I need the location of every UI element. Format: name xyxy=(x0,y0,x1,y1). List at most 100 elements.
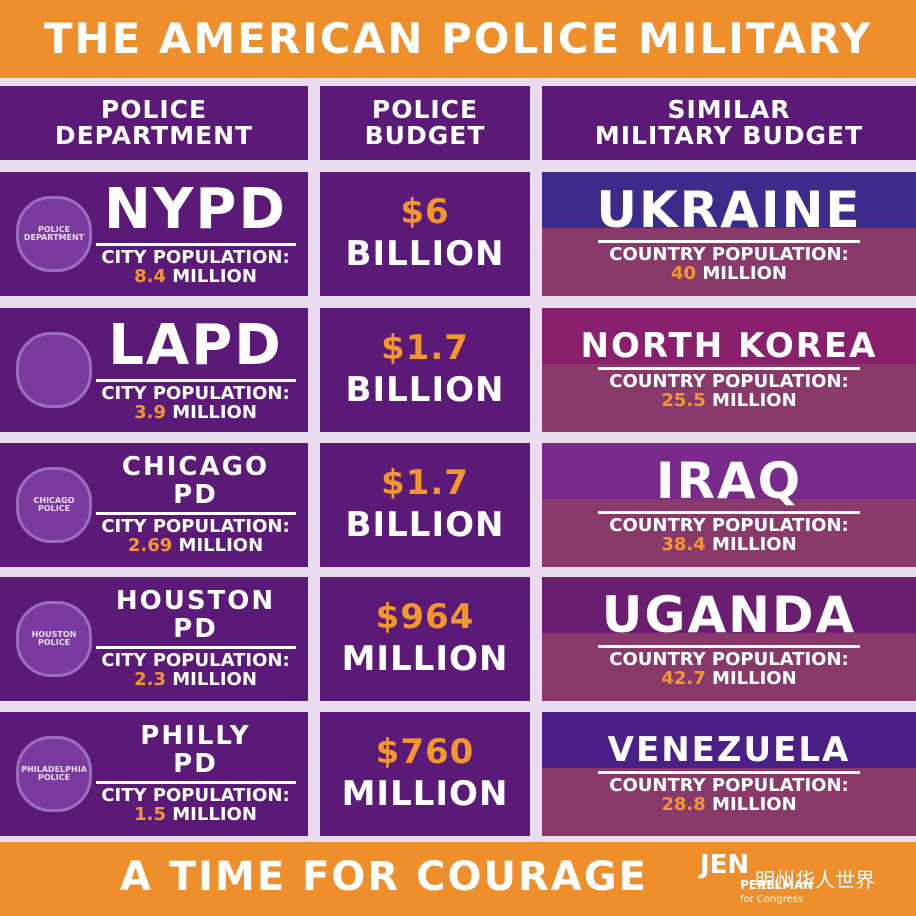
budget-amount: $1.7 xyxy=(381,328,469,369)
department-block: LAPD CITY POPULATION: 3.9 MILLION xyxy=(93,313,298,423)
country-population-value: 25.5 xyxy=(661,390,706,412)
title: THE AMERICAN POLICE MILITARY xyxy=(43,13,873,63)
budget-unit: MILLION xyxy=(341,639,509,679)
header-text: POLICE xyxy=(100,94,208,124)
badge: POLICE DEPARTMENT xyxy=(16,196,92,272)
divider xyxy=(598,239,860,243)
city-population: 2.3 MILLION xyxy=(134,668,257,690)
city-population: 2.69 MILLION xyxy=(128,536,263,556)
country-population: 25.5 MILLION xyxy=(661,390,797,412)
budget-unit: BILLION xyxy=(345,234,505,274)
header-cell: SIMILAR MILITARY BUDGET xyxy=(542,86,916,160)
budget-cell: $1.7 BILLION xyxy=(320,308,530,432)
city-population-unit: MILLION xyxy=(172,265,257,287)
header-cell: POLICE DEPARTMENT xyxy=(0,86,308,160)
budget-amount: $964 xyxy=(375,597,475,638)
department-name: NYPD xyxy=(104,177,287,243)
department-block: CHICAGO PD CITY POPULATION: 2.69 MILLION xyxy=(93,454,298,555)
city-label: CITY POPULATION: xyxy=(101,649,290,671)
budget-amount: $6 xyxy=(400,192,450,233)
city-population: 1.5 MILLION xyxy=(134,803,257,825)
department-name: PHILLY xyxy=(140,721,251,752)
department-name: HOUSTON xyxy=(115,586,276,617)
budget-unit: BILLION xyxy=(345,505,505,545)
country-cell: VENEZUELA COUNTRY POPULATION: 28.8 MILLION xyxy=(542,712,916,836)
header-text: MILITARY BUDGET xyxy=(594,121,864,150)
divider xyxy=(95,379,296,382)
logo-tagline: for Congress xyxy=(740,894,804,905)
country-population-value: 40 xyxy=(671,262,697,284)
divider xyxy=(95,780,296,784)
footer: A TIME FOR COURAGE JEN PERELMAN for Cong… xyxy=(0,842,916,916)
budget-unit: MILLION xyxy=(341,774,509,814)
country-name: UGANDA xyxy=(601,586,857,645)
divider xyxy=(95,511,296,515)
header-text: DEPARTMENT xyxy=(54,121,254,150)
department-block: NYPD CITY POPULATION: 8.4 MILLION xyxy=(93,177,298,287)
country-label: COUNTRY POPULATION: xyxy=(609,648,849,670)
country-name: NORTH KOREA xyxy=(580,325,878,366)
city-population-value: 1.5 xyxy=(134,803,166,825)
badge-text: PHILADELPHIA xyxy=(21,764,87,774)
badge-text: DEPARTMENT xyxy=(23,233,85,242)
country-population: 38.4 MILLION xyxy=(661,533,797,555)
department-cell: LAPD CITY POPULATION: 3.9 MILLION xyxy=(0,308,308,432)
city-label: CITY POPULATION: xyxy=(101,247,290,268)
budget-cell: $1.7 BILLION xyxy=(320,443,530,567)
divider xyxy=(598,644,860,648)
city-population-value: 3.9 xyxy=(134,401,166,423)
header-text: SIMILAR xyxy=(667,94,791,124)
department-name: PD xyxy=(173,748,218,779)
country-label: COUNTRY POPULATION: xyxy=(609,371,849,393)
header-cell: POLICE BUDGET xyxy=(320,86,530,160)
country-population-value: 28.8 xyxy=(661,794,706,816)
city-label: CITY POPULATION: xyxy=(101,784,290,806)
divider xyxy=(598,367,860,371)
department-name: CHICAGO xyxy=(121,452,270,483)
country-population-unit: MILLION xyxy=(702,262,787,284)
city-population: 3.9 MILLION xyxy=(134,401,257,423)
budget-cell: $760 MILLION xyxy=(320,712,530,836)
divider xyxy=(598,510,860,514)
country-name: UKRAINE xyxy=(596,181,862,240)
country-population-unit: MILLION xyxy=(712,390,797,412)
country-cell: NORTH KOREA COUNTRY POPULATION: 25.5 MILLI… xyxy=(542,308,916,432)
badge: CHICAGO POLICE xyxy=(16,467,92,543)
city-population: 8.4 MILLION xyxy=(134,265,257,287)
department-cell: CHICAGO POLICE CHICAGO PD CITY POPULATION: 2.… xyxy=(0,443,308,567)
logo-surname: PERELMAN xyxy=(740,878,814,892)
city-population-value: 2.3 xyxy=(134,668,166,690)
department-name: LAPD xyxy=(108,313,283,379)
badge-text: HOUSTON xyxy=(31,629,77,639)
badge: HOUSTON POLICE xyxy=(16,601,92,677)
city-population-unit: MILLION xyxy=(172,803,257,825)
city-population-unit: MILLION xyxy=(172,401,257,423)
slogan: A TIME FOR COURAGE xyxy=(120,854,648,900)
country-population-value: 42.7 xyxy=(661,667,706,689)
country-population-unit: MILLION xyxy=(712,533,797,555)
logo-name: JEN xyxy=(700,850,750,880)
country-cell: IRAQ COUNTRY POPULATION: 38.4 MILLION xyxy=(542,443,916,567)
country-population: 40 MILLION xyxy=(671,262,787,284)
header-text: POLICE xyxy=(371,94,479,124)
country-label: COUNTRY POPULATION: xyxy=(609,775,849,797)
watermark: 明州华人世界 xyxy=(755,868,875,892)
country-population-unit: MILLION xyxy=(712,794,797,816)
budget-unit: BILLION xyxy=(345,370,505,410)
badge xyxy=(16,332,92,408)
country-name: IRAQ xyxy=(655,452,803,511)
department-block: HOUSTON PD CITY POPULATION: 2.3 MILLION xyxy=(93,588,298,689)
badge: PHILADELPHIA POLICE xyxy=(16,736,92,812)
header-text: BUDGET xyxy=(364,121,486,150)
divider xyxy=(95,645,296,649)
budget-amount: $760 xyxy=(375,732,475,773)
budget-cell: $964 MILLION xyxy=(320,577,530,701)
department-name: PD xyxy=(173,479,218,510)
divider xyxy=(598,771,860,775)
badge-text: POLICE xyxy=(37,504,71,513)
badge-text: POLICE xyxy=(37,224,71,234)
budget-amount: $1.7 xyxy=(381,463,469,504)
country-label: COUNTRY POPULATION: xyxy=(609,514,849,536)
country-label: COUNTRY POPULATION: xyxy=(609,243,849,265)
city-label: CITY POPULATION: xyxy=(101,383,290,404)
